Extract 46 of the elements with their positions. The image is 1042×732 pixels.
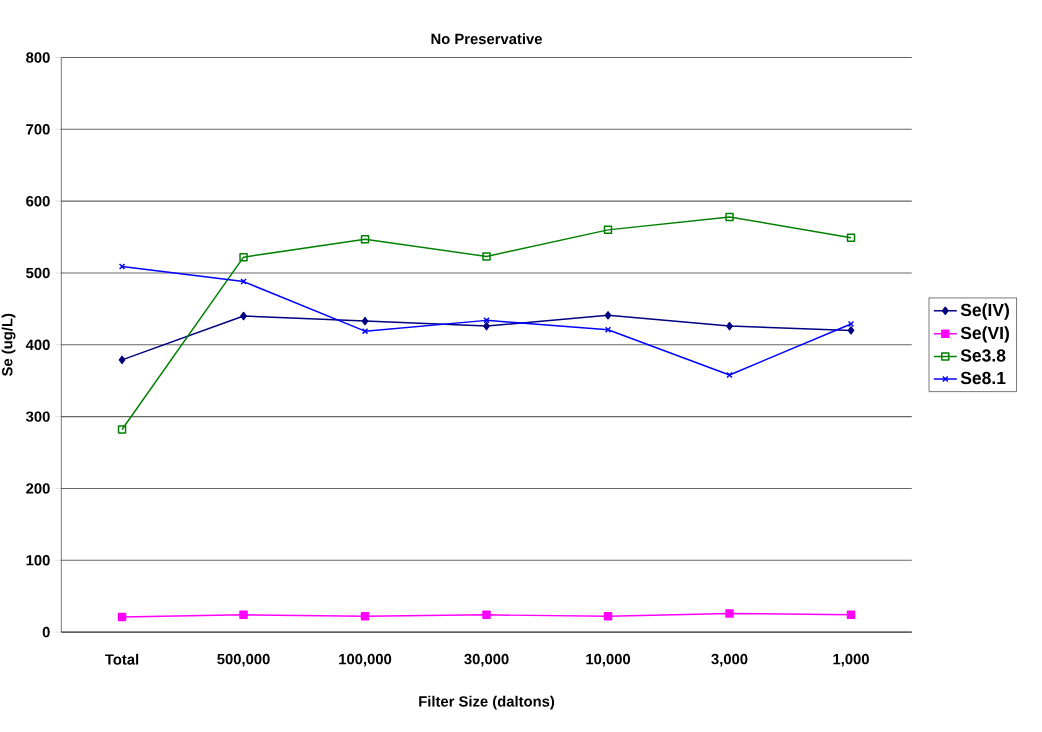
point — [482, 610, 491, 620]
point — [360, 235, 370, 244]
legend-label: Se(VI) — [960, 326, 1009, 343]
y-tick-label: 100 — [26, 555, 50, 566]
point — [847, 320, 855, 328]
point — [118, 355, 126, 365]
point — [725, 212, 734, 222]
point — [360, 612, 370, 621]
x-tick-label: 100,000 — [339, 653, 392, 667]
point — [117, 612, 127, 622]
point — [725, 609, 734, 618]
point — [240, 278, 247, 285]
point — [239, 610, 248, 620]
point — [847, 326, 855, 335]
y-tick-label: 200 — [26, 483, 50, 494]
y-tick-label: 500 — [26, 267, 50, 279]
legend-label: Se(IV) — [960, 303, 1009, 320]
x-tick-label: 10,000 — [586, 653, 631, 667]
point — [846, 610, 856, 620]
point — [482, 252, 491, 261]
point — [604, 311, 612, 320]
x-tick-label: 30,000 — [464, 653, 509, 667]
y-tick-label: 300 — [25, 411, 50, 423]
x-tick-label: 3,000 — [711, 653, 748, 667]
y-tick-label: 800 — [26, 52, 50, 63]
y-axis-title: Se (ug/L) — [1, 313, 16, 377]
point — [483, 322, 490, 331]
y-tick-label: 700 — [26, 124, 50, 135]
x-tick-label: 1,000 — [833, 653, 869, 667]
point — [846, 233, 856, 243]
point — [117, 425, 127, 434]
x-tick-label: Total — [105, 653, 139, 665]
legend-label: Se3.8 — [960, 349, 1006, 362]
point — [726, 322, 733, 331]
point — [240, 311, 247, 321]
chart-title: No Preservative — [431, 33, 542, 45]
y-tick-label: 600 — [26, 196, 50, 207]
x-axis-title: Filter Size (daltons) — [419, 695, 555, 710]
point — [603, 612, 613, 621]
point — [603, 225, 613, 235]
point — [361, 316, 369, 326]
legend-label: Se8.1 — [960, 371, 1006, 385]
y-tick-label: 0 — [42, 627, 50, 638]
x-tick-label: 500,000 — [217, 653, 270, 667]
y-tick-label: 400 — [25, 339, 50, 351]
point — [239, 253, 248, 262]
